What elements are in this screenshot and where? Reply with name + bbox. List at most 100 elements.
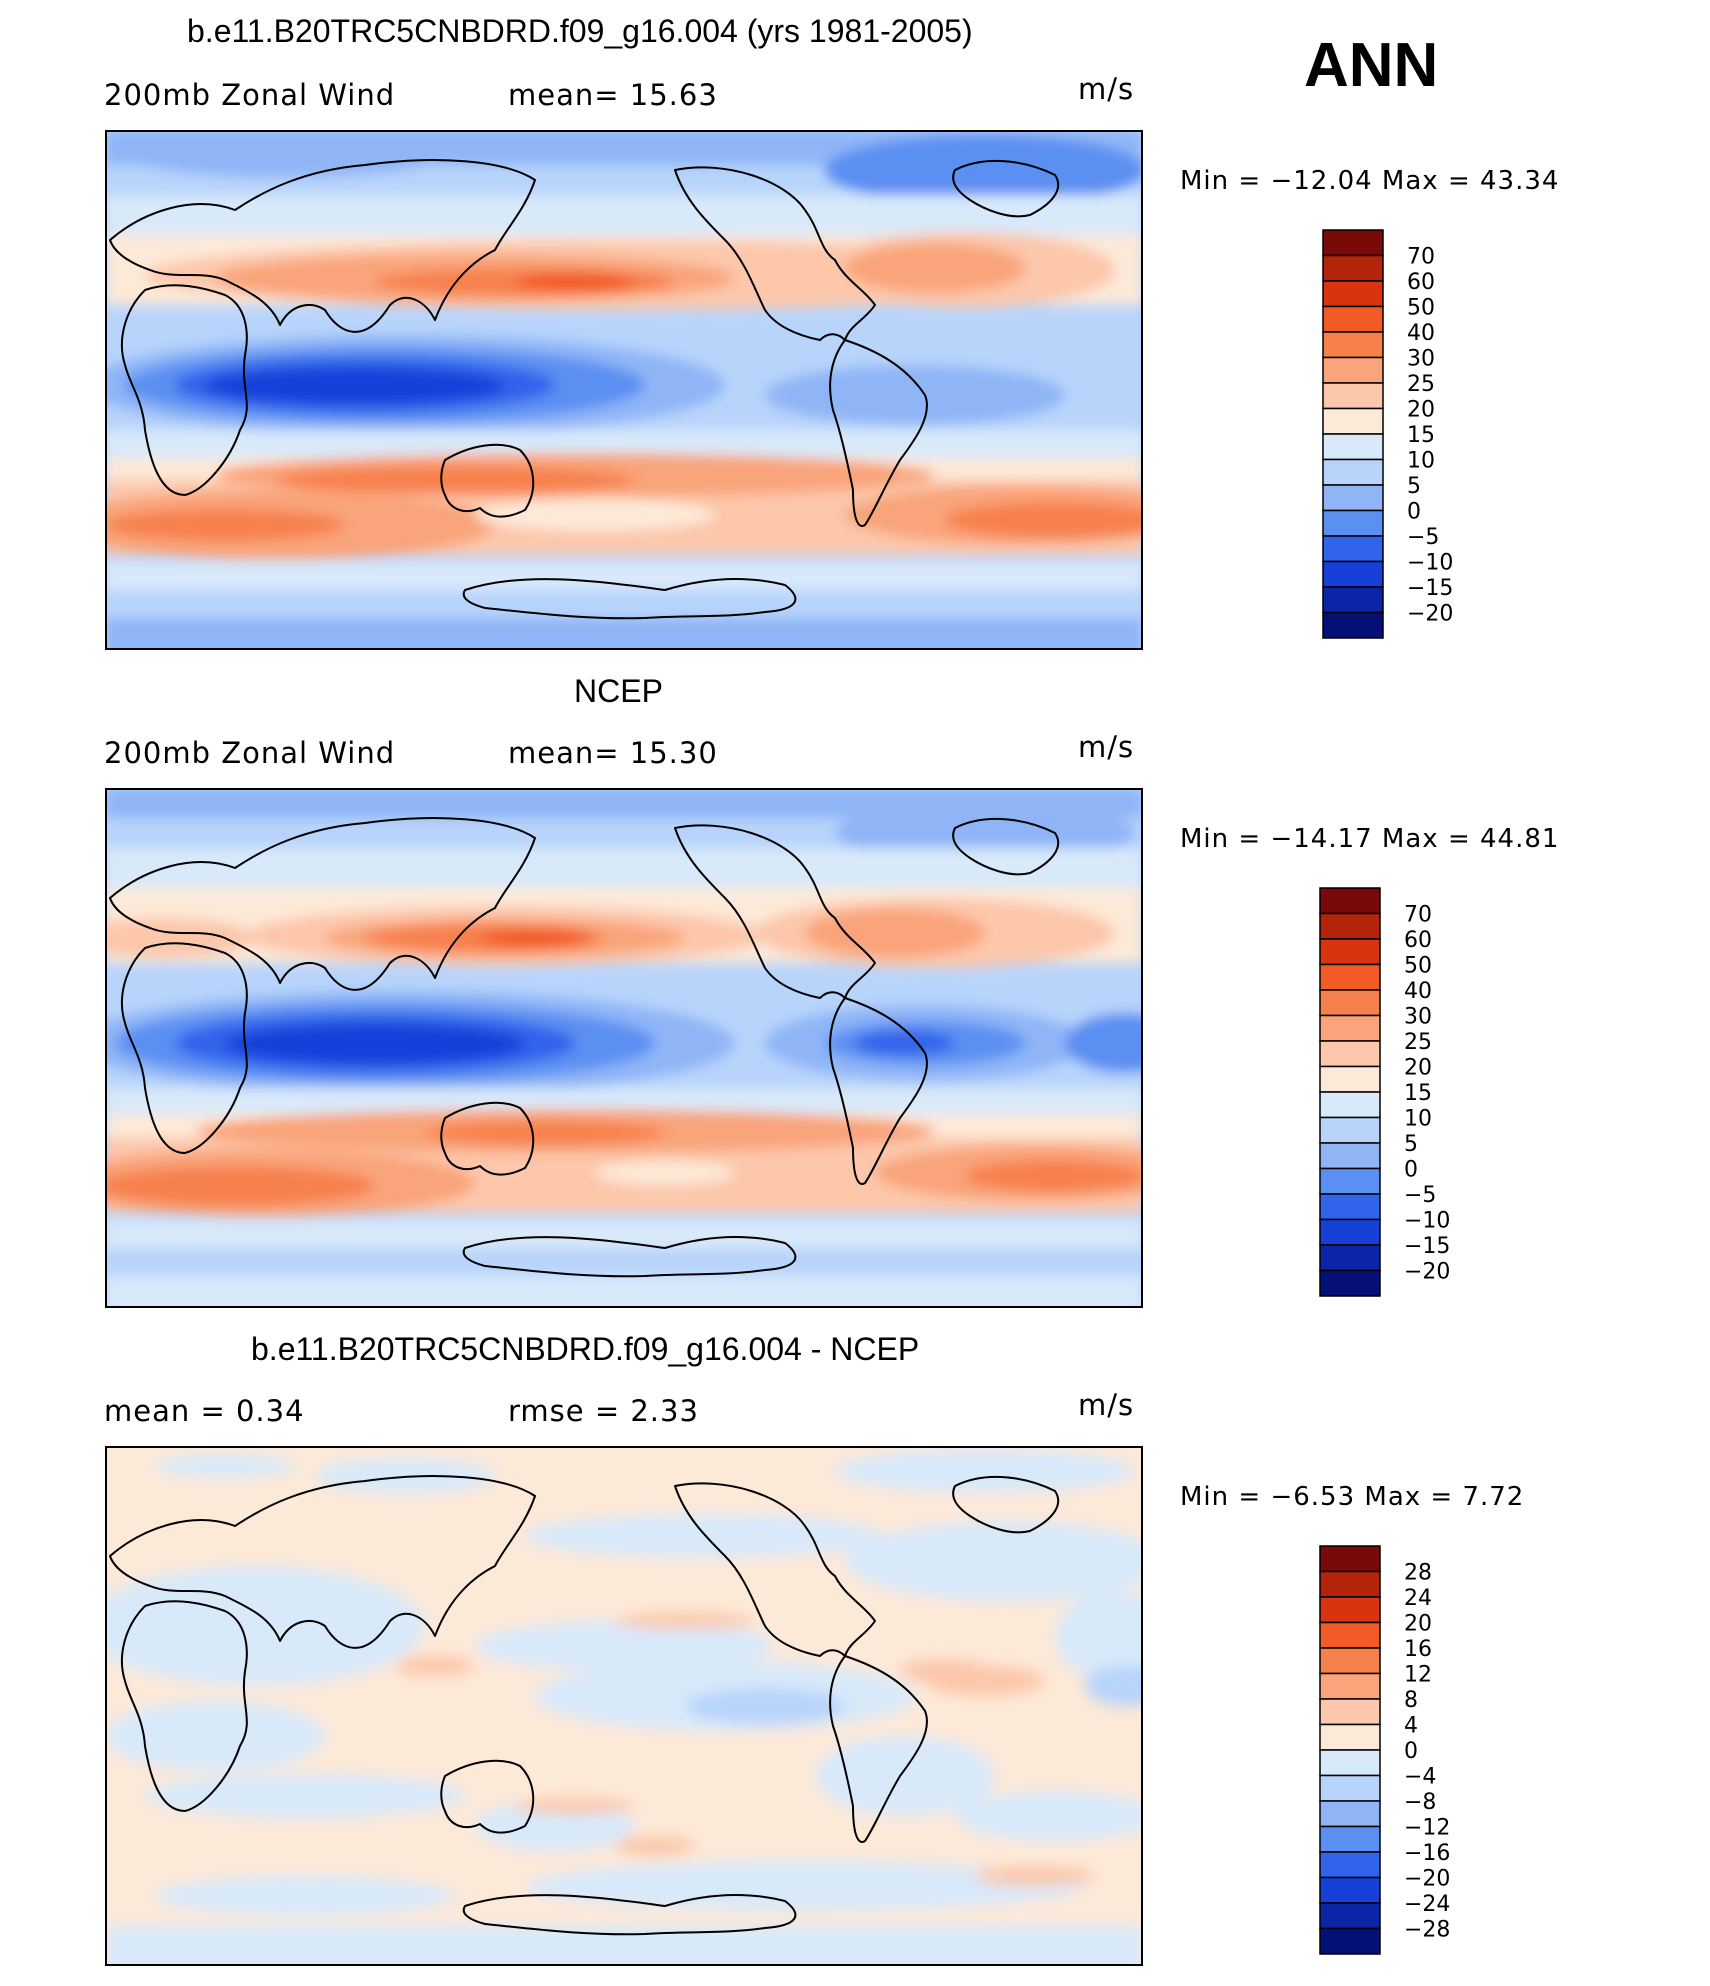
- colorbar-swatch: [1322, 586, 1384, 614]
- colorbar-swatch: [1319, 1672, 1381, 1700]
- panel-3-map: [105, 1446, 1143, 1966]
- colorbar-tick-label: 15: [1404, 1081, 1432, 1106]
- panel-3-title: b.e11.B20TRC5CNBDRD.f09_g16.004 - NCEP: [251, 1331, 920, 1367]
- panel-2-units: m/s: [1078, 730, 1135, 764]
- colorbar-tick-label: 24: [1404, 1586, 1432, 1611]
- colorbar-tick-label: 50: [1407, 296, 1435, 321]
- colorbar-tick-label: 10: [1407, 449, 1435, 474]
- colorbar-swatch: [1319, 887, 1381, 915]
- panel-2-minmax: Min = −14.17 Max = 44.81: [1180, 824, 1560, 854]
- panel-3-units: m/s: [1078, 1388, 1135, 1422]
- colorbar-swatch: [1322, 382, 1384, 410]
- panel-1-variable-label: 200mb Zonal Wind: [104, 78, 396, 112]
- panel-2-title: NCEP: [574, 673, 663, 709]
- colorbar-swatch: [1319, 1698, 1381, 1726]
- panel-2-variable-label: 200mb Zonal Wind: [104, 736, 396, 770]
- colorbar-swatch: [1322, 433, 1384, 461]
- colorbar-tick-label: 10: [1404, 1107, 1432, 1132]
- colorbar-tick-label: 70: [1404, 903, 1432, 928]
- panel-1-minmax: Min = −12.04 Max = 43.34: [1180, 166, 1560, 196]
- colorbar-tick-label: 60: [1404, 928, 1432, 953]
- colorbar-tick-label: −15: [1407, 576, 1453, 601]
- colorbar-swatch: [1319, 1167, 1381, 1195]
- colorbar-swatch: [1319, 938, 1381, 966]
- colorbar-swatch: [1319, 1040, 1381, 1068]
- colorbar-swatch: [1319, 1065, 1381, 1093]
- colorbar-swatch: [1322, 509, 1384, 537]
- panel-3-colorbar: 28 24 20 16 12 8 4 0 −4 −8 −12 −16 −20 −24 −28: [1319, 1545, 1450, 1958]
- colorbar-swatch: [1319, 963, 1381, 991]
- colorbar-tick-label: −20: [1404, 1867, 1450, 1892]
- colorbar-tick-label: 0: [1404, 1158, 1418, 1183]
- colorbar-swatch: [1319, 1142, 1381, 1170]
- colorbar-swatch: [1322, 611, 1384, 639]
- colorbar-swatch: [1319, 1570, 1381, 1598]
- colorbar-swatch: [1319, 1647, 1381, 1675]
- colorbar-tick-label: 40: [1404, 979, 1432, 1004]
- panel-3-mean: mean = 0.34: [104, 1394, 305, 1428]
- colorbar-swatch: [1319, 1014, 1381, 1042]
- panel-1-colorbar: 70 60 50 40 30 25 20 15 10 5 0 −5 −10 −15 −20: [1322, 229, 1453, 642]
- panel-1-map: [105, 130, 1143, 650]
- colorbar-tick-label: 4: [1404, 1714, 1418, 1739]
- colorbar-swatch: [1319, 1218, 1381, 1246]
- colorbar-swatch: [1319, 1927, 1381, 1955]
- colorbar-swatch: [1322, 305, 1384, 333]
- colorbar-swatch: [1322, 229, 1384, 257]
- colorbar-tick-label: −28: [1404, 1918, 1450, 1943]
- season-label: ANN: [1304, 31, 1439, 100]
- colorbar-tick-label: 5: [1404, 1132, 1418, 1157]
- colorbar-tick-label: 60: [1407, 270, 1435, 295]
- colorbar-swatch: [1319, 989, 1381, 1017]
- colorbar-tick-label: −8: [1404, 1790, 1436, 1815]
- colorbar-swatch: [1322, 535, 1384, 563]
- colorbar-tick-label: 50: [1404, 954, 1432, 979]
- colorbar-tick-label: 12: [1404, 1663, 1432, 1688]
- colorbar-swatch: [1319, 1851, 1381, 1879]
- colorbar-swatch: [1319, 1193, 1381, 1221]
- colorbar-swatch: [1319, 1545, 1381, 1573]
- colorbar-swatch: [1319, 1902, 1381, 1930]
- colorbar-swatch: [1319, 1723, 1381, 1751]
- colorbar-swatch: [1322, 331, 1384, 359]
- colorbar-swatch: [1322, 458, 1384, 486]
- colorbar-tick-label: −15: [1404, 1234, 1450, 1259]
- colorbar-swatch: [1319, 1825, 1381, 1853]
- colorbar-tick-label: 16: [1404, 1637, 1432, 1662]
- colorbar-tick-label: −5: [1407, 525, 1439, 550]
- panel-2-map: [105, 788, 1143, 1308]
- colorbar-tick-label: 8: [1404, 1688, 1418, 1713]
- colorbar-tick-label: 5: [1407, 474, 1421, 499]
- panel-2-map-svg: [105, 788, 1143, 1308]
- colorbar-tick-label: 20: [1407, 398, 1435, 423]
- colorbar-tick-label: −10: [1407, 551, 1453, 576]
- panel-2-colorbar: 70 60 50 40 30 25 20 15 10 5 0 −5 −10 −15 −20: [1319, 887, 1450, 1300]
- colorbar-tick-label: 0: [1407, 500, 1421, 525]
- colorbar-tick-label: 28: [1404, 1561, 1432, 1586]
- colorbar-tick-label: 20: [1404, 1612, 1432, 1637]
- colorbar-swatch: [1319, 1269, 1381, 1297]
- colorbar-tick-label: 40: [1407, 321, 1435, 346]
- colorbar-swatch: [1322, 356, 1384, 384]
- colorbar-tick-label: −20: [1407, 602, 1453, 627]
- colorbar-swatch: [1322, 407, 1384, 435]
- colorbar-swatch: [1319, 1876, 1381, 1904]
- colorbar-tick-label: −24: [1404, 1892, 1450, 1917]
- colorbar-tick-label: −12: [1404, 1816, 1450, 1841]
- colorbar-tick-label: −20: [1404, 1260, 1450, 1285]
- panel-1-mean: mean= 15.63: [508, 78, 718, 112]
- panel-1-map-svg: [105, 130, 1143, 650]
- colorbar-swatch: [1319, 1800, 1381, 1828]
- colorbar-swatch: [1319, 912, 1381, 940]
- colorbar-tick-label: 70: [1407, 245, 1435, 270]
- colorbar-swatch: [1319, 1596, 1381, 1624]
- colorbar-tick-label: 20: [1404, 1056, 1432, 1081]
- colorbar-swatch: [1322, 484, 1384, 512]
- panel-3-rmse: rmse = 2.33: [508, 1394, 699, 1428]
- panel-1-units: m/s: [1078, 72, 1135, 106]
- panel-3-map-svg: [105, 1446, 1143, 1966]
- colorbar-tick-label: 25: [1407, 372, 1435, 397]
